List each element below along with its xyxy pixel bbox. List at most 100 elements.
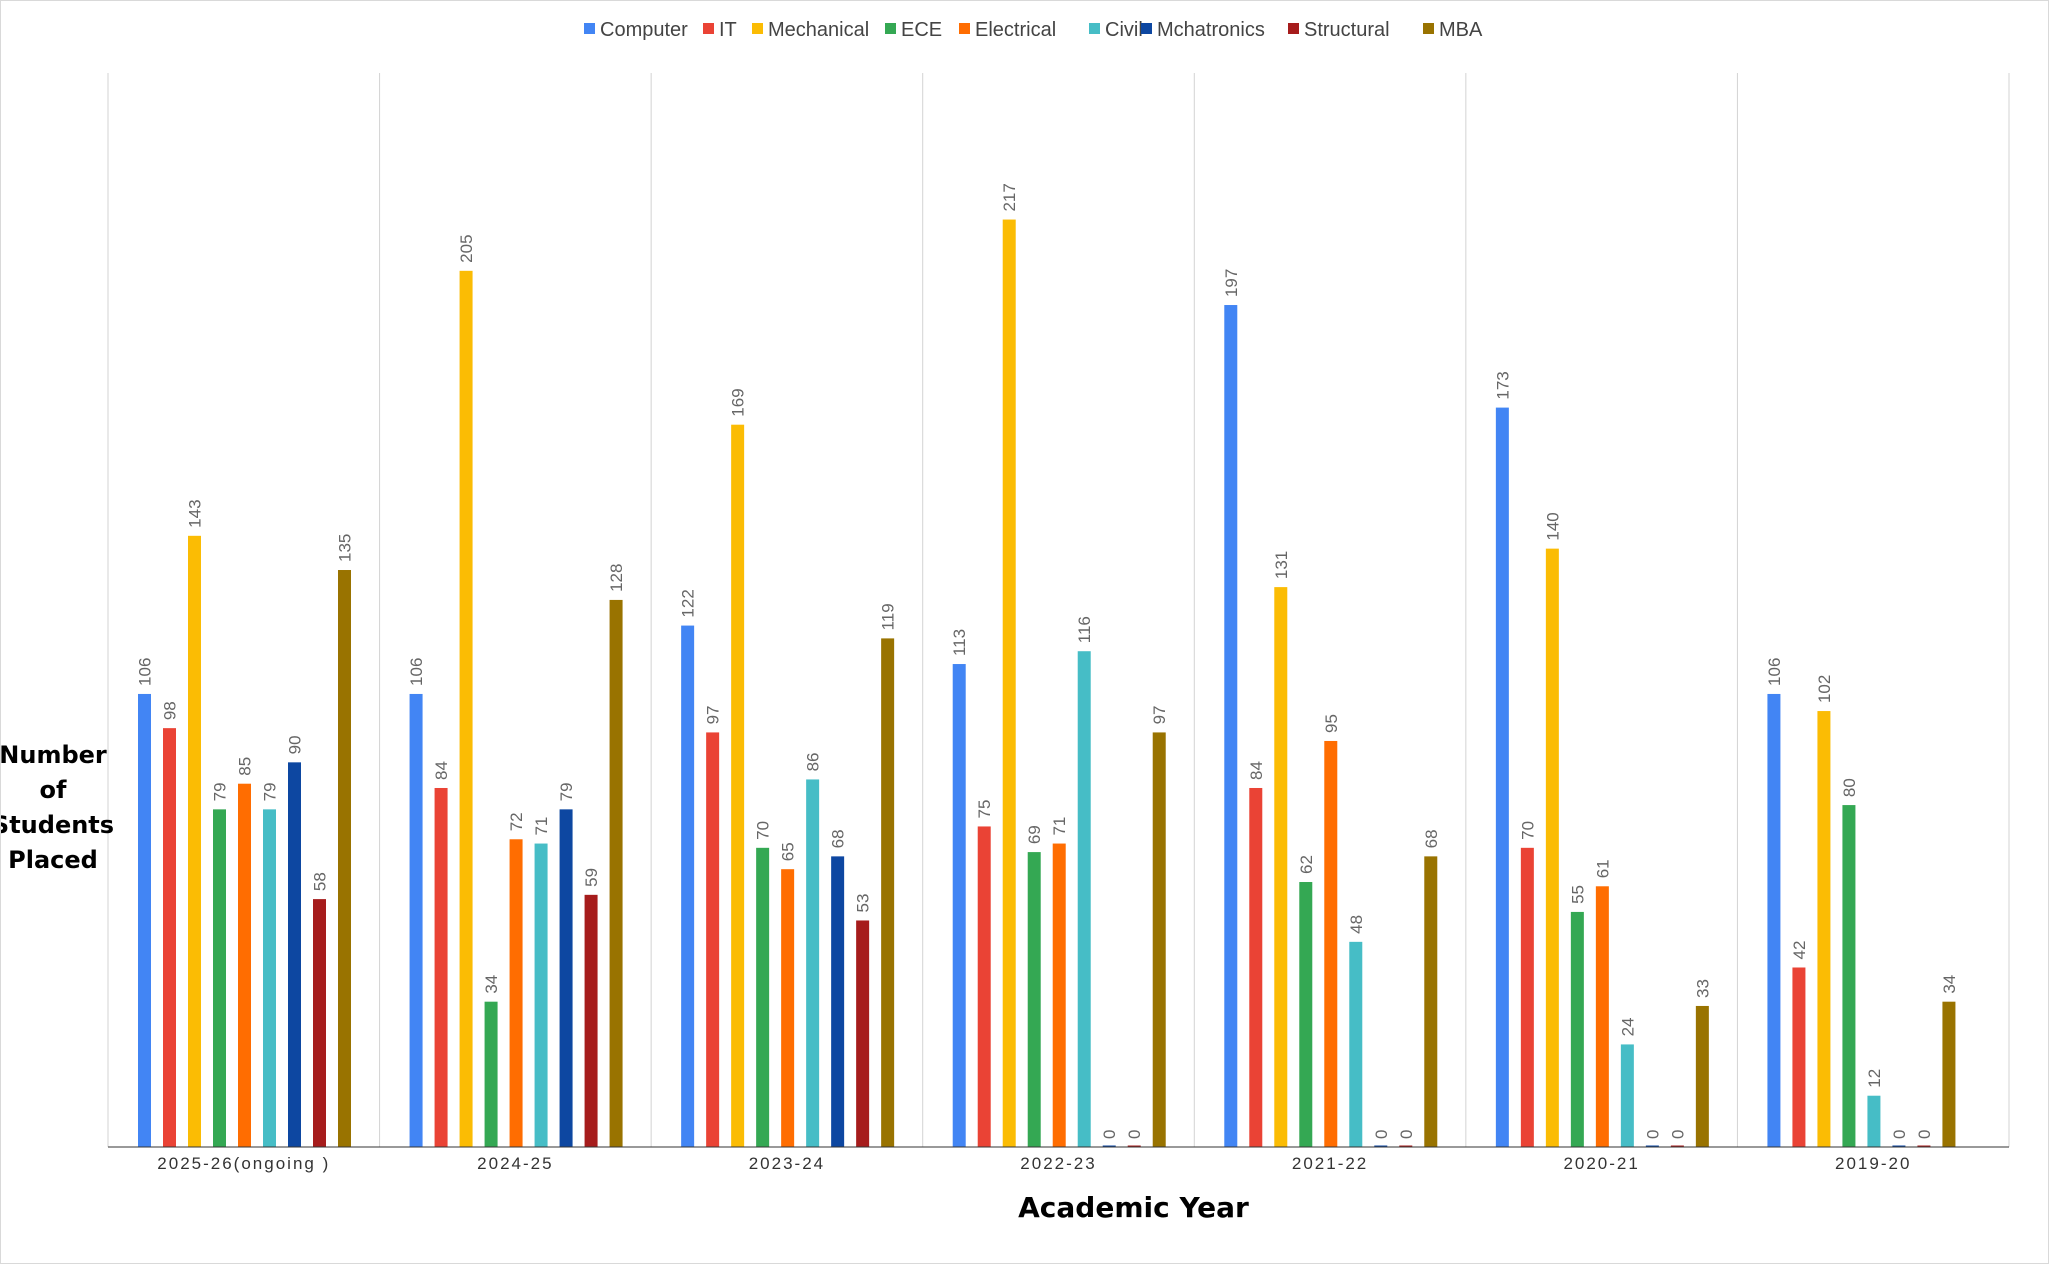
value-label: 70 xyxy=(754,821,773,840)
value-label: 12 xyxy=(1865,1069,1884,1088)
value-label: 71 xyxy=(532,817,551,836)
bar-civil-4 xyxy=(1349,941,1363,1147)
value-label: 79 xyxy=(557,782,576,801)
x-tick-label: 2023-24 xyxy=(749,1154,825,1173)
bar-mechanical-2 xyxy=(731,424,745,1148)
legend-label-it: IT xyxy=(719,19,737,41)
legend-swatch-electrical xyxy=(959,23,970,34)
bar-it-5 xyxy=(1520,847,1534,1147)
bar-electrical-3 xyxy=(1052,843,1066,1147)
value-label: 79 xyxy=(261,782,280,801)
value-label: 84 xyxy=(432,761,451,780)
bar-mba-2 xyxy=(881,638,895,1147)
bar-mba-4 xyxy=(1424,856,1438,1147)
legend-swatch-ece xyxy=(885,23,896,34)
x-tick-label: 2021-22 xyxy=(1292,1154,1368,1173)
value-label: 113 xyxy=(950,629,969,656)
value-label: 34 xyxy=(1940,975,1959,994)
value-label: 98 xyxy=(161,701,180,720)
x-tick-labels: 2025-26(ongoing ) 2024-25 2023-24 2022-23 20… xyxy=(157,1154,1909,1173)
bar-structural-6 xyxy=(1917,1145,1931,1147)
x-tick-label: 2024-25 xyxy=(477,1154,553,1173)
x-axis-title: Academic Year xyxy=(1018,1191,1249,1224)
bar-mba-6 xyxy=(1942,1001,1956,1147)
y-axis-title-line: Students xyxy=(1,811,114,839)
y-axis-title: Number of Students Placed xyxy=(1,741,114,874)
bar-structural-3 xyxy=(1127,1145,1141,1147)
bar-structural-4 xyxy=(1399,1145,1413,1147)
value-label: 34 xyxy=(482,975,501,994)
value-label: 95 xyxy=(1322,714,1341,733)
x-tick-label: 2022-23 xyxy=(1020,1154,1096,1173)
legend-label-electrical: Electrical xyxy=(975,19,1056,41)
bar-mchatronics-5 xyxy=(1645,1145,1659,1147)
bar-mchatronics-0 xyxy=(288,762,301,1147)
value-label: 116 xyxy=(1075,616,1094,643)
bar-structural-2 xyxy=(856,920,870,1147)
value-label: 61 xyxy=(1593,859,1612,878)
bar-it-1 xyxy=(434,787,448,1147)
bar-electrical-5 xyxy=(1595,886,1609,1147)
value-label: 97 xyxy=(704,706,723,725)
value-label: 48 xyxy=(1347,915,1366,934)
bar-mchatronics-4 xyxy=(1374,1145,1388,1147)
value-label: 197 xyxy=(1222,269,1241,297)
bar-mba-5 xyxy=(1695,1005,1709,1147)
legend-swatch-structural xyxy=(1288,23,1299,34)
legend-swatch-mechanical xyxy=(752,23,763,34)
legend-label-computer: Computer xyxy=(600,19,688,41)
value-label: 0 xyxy=(1372,1130,1391,1139)
legend-label-mchatronics: Mchatronics xyxy=(1157,19,1265,41)
bar-mchatronics-3 xyxy=(1102,1145,1116,1147)
value-label: 55 xyxy=(1568,885,1587,904)
value-label: 84 xyxy=(1247,761,1266,780)
bar-civil-3 xyxy=(1077,651,1091,1147)
value-label: 140 xyxy=(1543,512,1562,540)
category-dividers xyxy=(107,73,2010,1147)
value-label: 42 xyxy=(1790,941,1809,960)
bar-ece-6 xyxy=(1842,805,1856,1147)
bar-it-3 xyxy=(977,826,991,1147)
value-label: 90 xyxy=(286,735,305,754)
value-label: 86 xyxy=(804,753,823,772)
bar-ece-4 xyxy=(1299,882,1313,1147)
value-label: 65 xyxy=(779,842,798,861)
value-label: 0 xyxy=(1643,1130,1662,1139)
bar-mechanical-1 xyxy=(459,270,473,1148)
bar-civil-1 xyxy=(534,843,548,1147)
value-label: 69 xyxy=(1025,825,1044,844)
value-label: 0 xyxy=(1915,1130,1934,1139)
value-label: 173 xyxy=(1493,371,1512,399)
bar-computer-2 xyxy=(681,625,695,1147)
value-label: 106 xyxy=(407,658,426,686)
value-label: 24 xyxy=(1618,1018,1637,1037)
bar-computer-4 xyxy=(1224,305,1238,1148)
y-axis-title-line: Number xyxy=(1,741,107,769)
bar-mba-1 xyxy=(609,599,623,1147)
legend-swatch-civil xyxy=(1089,23,1100,34)
value-label: 128 xyxy=(607,564,626,592)
bar-computer-5 xyxy=(1495,407,1509,1147)
value-label: 79 xyxy=(211,782,230,801)
x-tick-label: 2020-21 xyxy=(1563,1154,1639,1173)
value-label: 62 xyxy=(1297,855,1316,874)
bar-mchatronics-2 xyxy=(831,856,845,1147)
value-label: 0 xyxy=(1397,1130,1416,1139)
bar-it-0 xyxy=(163,728,176,1147)
bar-computer-0 xyxy=(138,693,151,1147)
legend-swatch-mchatronics xyxy=(1141,23,1152,34)
value-label: 0 xyxy=(1890,1130,1909,1139)
bar-computer-3 xyxy=(952,664,966,1147)
value-label: 72 xyxy=(507,812,526,831)
bar-mechanical-0 xyxy=(188,535,201,1147)
y-axis-title-line: Placed xyxy=(8,846,98,874)
legend-label-mba: MBA xyxy=(1439,19,1483,41)
bar-computer-6 xyxy=(1767,693,1781,1147)
bar-mba-3 xyxy=(1152,732,1166,1147)
bar-it-6 xyxy=(1792,967,1806,1147)
value-label: 102 xyxy=(1815,675,1834,703)
value-label: 70 xyxy=(1518,821,1537,840)
bar-electrical-1 xyxy=(509,839,523,1147)
